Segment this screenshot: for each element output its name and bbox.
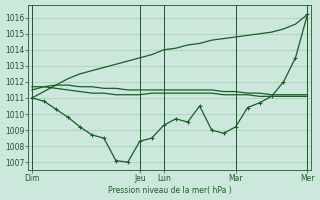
X-axis label: Pression niveau de la mer( hPa ): Pression niveau de la mer( hPa ): [108, 186, 232, 195]
